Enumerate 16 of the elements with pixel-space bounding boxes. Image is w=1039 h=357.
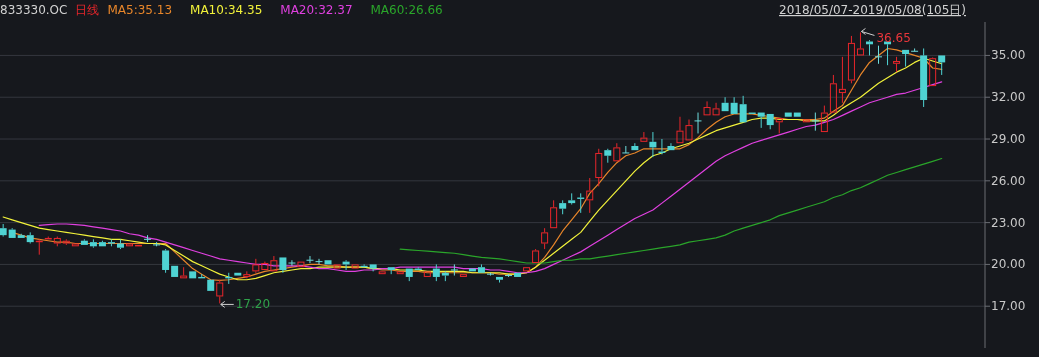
- text: MA20:32.37: [280, 3, 353, 17]
- chart-title: 833330.OC: [0, 3, 68, 17]
- y-tick-label: 32.00: [991, 90, 1026, 105]
- text: MA60:26.66: [370, 3, 443, 17]
- annotation: 17.20: [235, 297, 271, 312]
- legend-title: 日线: [75, 3, 100, 17]
- y-tick-label: 29.00: [991, 132, 1026, 147]
- text: MA5:35.13: [107, 3, 173, 17]
- chart-subtitle: 2018/05/07-2019/05/08(105日): [779, 3, 966, 17]
- y-tick-label: 17.00: [991, 299, 1026, 314]
- y-tick-label: 20.00: [991, 257, 1026, 272]
- y-tick-label: 23.00: [991, 215, 1026, 230]
- y-tick-label: 26.00: [991, 173, 1026, 188]
- text: MA10:34.35: [190, 3, 263, 17]
- y-tick-label: 35.00: [991, 48, 1026, 63]
- annotation: 36.65: [876, 31, 911, 46]
